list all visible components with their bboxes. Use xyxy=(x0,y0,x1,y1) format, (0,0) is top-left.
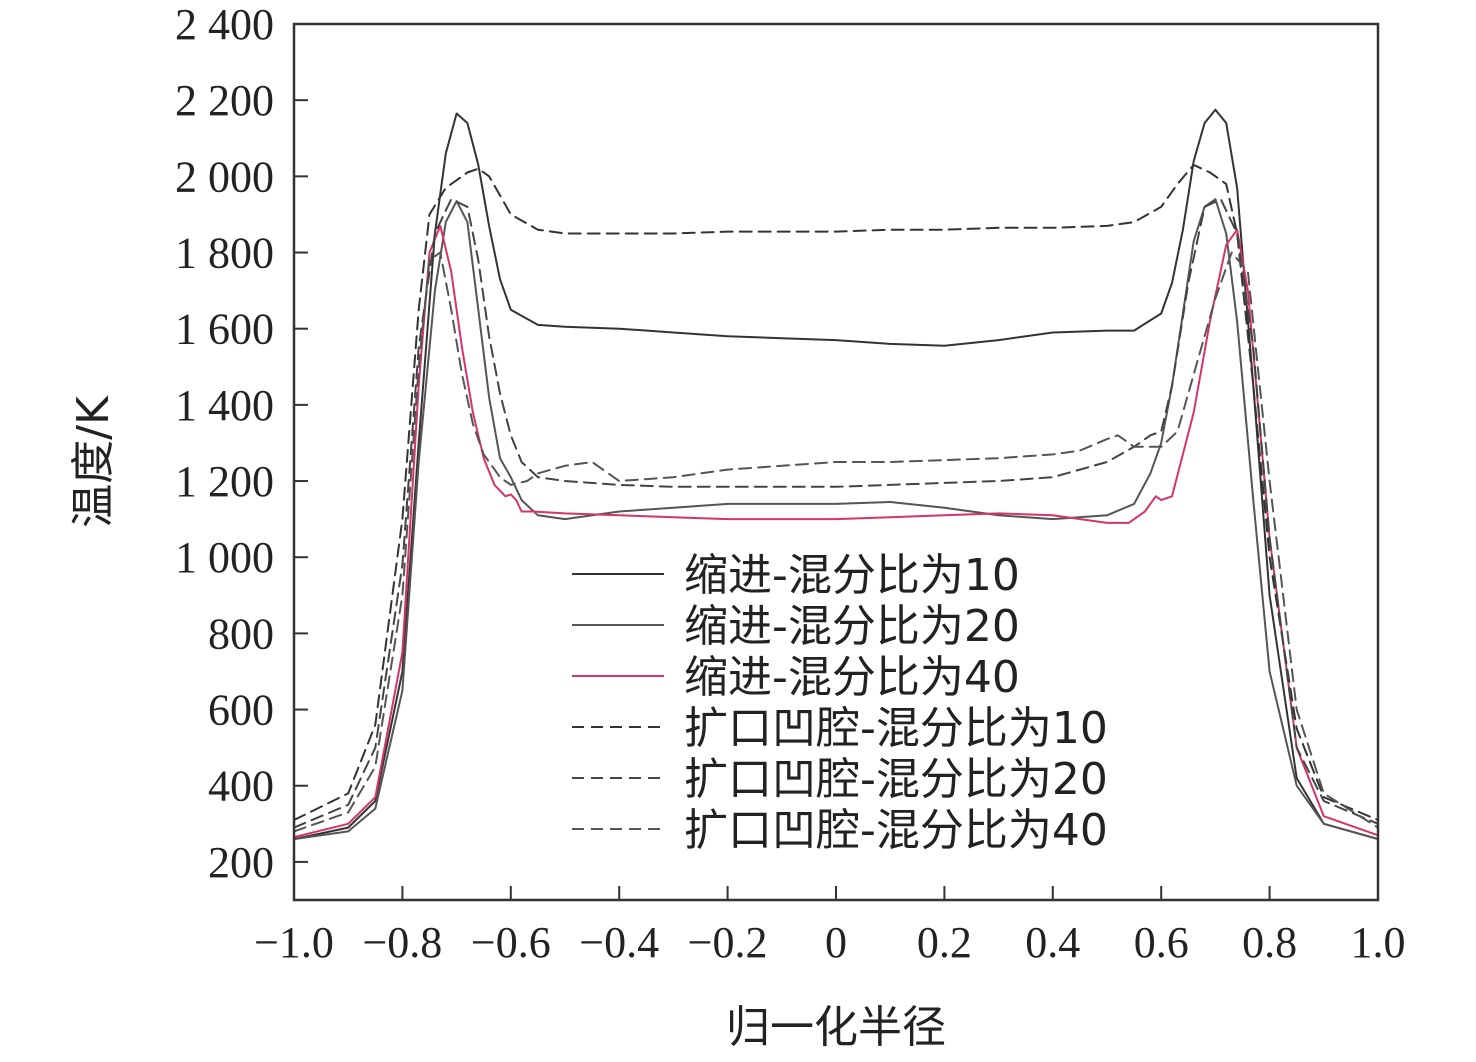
legend-label: 缩进-混分比为40 xyxy=(684,652,1020,703)
series-line-5 xyxy=(294,198,1378,829)
legend-label: 扩口凹腔-混分比为10 xyxy=(684,703,1108,754)
legend: 缩进-混分比为10缩进-混分比为20缩进-混分比为40扩口凹腔-混分比为10扩口… xyxy=(572,550,1108,856)
x-axis-label: 归一化半径 xyxy=(726,1002,946,1053)
x-tick-label: 0.6 xyxy=(1134,918,1189,967)
series-line-4 xyxy=(294,163,1378,821)
legend-label: 缩进-混分比为20 xyxy=(684,601,1020,652)
y-tick-label: 1 400 xyxy=(175,381,274,430)
series-line-1 xyxy=(294,108,1378,841)
y-tick-label: 1 600 xyxy=(175,305,274,354)
legend-label: 扩口凹腔-混分比为40 xyxy=(684,805,1108,856)
x-tick-label: −0.6 xyxy=(471,918,551,967)
x-tick-label: −0.4 xyxy=(579,918,659,967)
x-tick-label: −0.8 xyxy=(362,918,442,967)
y-tick-label: 2 400 xyxy=(175,0,274,49)
x-tick-label: −0.2 xyxy=(688,918,768,967)
legend-label: 缩进-混分比为10 xyxy=(684,550,1020,601)
y-tick-label: 1 800 xyxy=(175,229,274,278)
plot-lines xyxy=(294,108,1378,841)
x-axis-ticks: −1.0 −0.8 −0.6 −0.4 −0.2 0 0.2 0.4 0.6 0.8 1.0 xyxy=(254,886,1406,967)
y-axis-ticks: 200 400 600 800 1 000 1 200 1 400 1 600 1 800 2 0… xyxy=(175,0,308,887)
x-tick-label: 0 xyxy=(825,918,847,967)
y-tick-label: 600 xyxy=(208,686,274,735)
x-tick-label: 0.8 xyxy=(1242,918,1297,967)
x-tick-label: −1.0 xyxy=(254,918,334,967)
y-axis-label: 温度/K xyxy=(68,395,119,528)
y-tick-label: 1 200 xyxy=(175,457,274,506)
y-tick-label: 800 xyxy=(208,609,274,658)
legend-label: 扩口凹腔-混分比为20 xyxy=(684,754,1108,805)
series-line-6 xyxy=(294,251,1378,833)
x-tick-label: 1.0 xyxy=(1351,918,1406,967)
x-tick-label: 0.2 xyxy=(917,918,972,967)
y-tick-label: 1 000 xyxy=(175,533,274,582)
y-tick-label: 400 xyxy=(208,762,274,811)
y-tick-label: 200 xyxy=(208,838,274,887)
y-tick-label: 2 000 xyxy=(175,152,274,201)
y-tick-label: 2 200 xyxy=(175,76,274,125)
series-line-2 xyxy=(294,198,1378,841)
x-tick-label: 0.4 xyxy=(1025,918,1080,967)
